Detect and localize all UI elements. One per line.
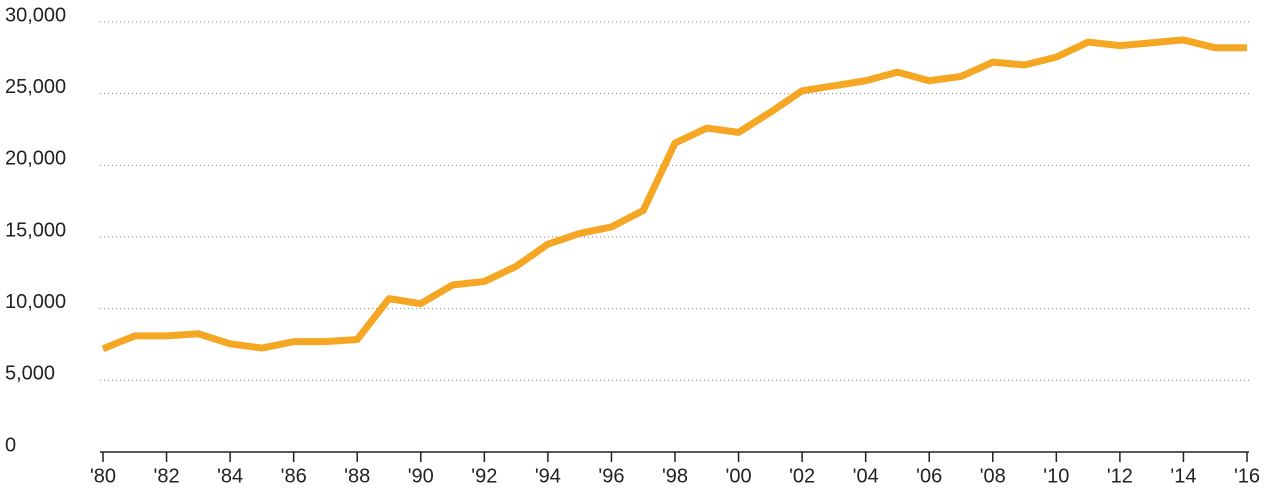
x-tick-label: '90 [408, 465, 434, 487]
y-tick-label: 10,000 [5, 291, 66, 313]
x-tick-label: '98 [662, 465, 688, 487]
y-tick-label: 30,000 [5, 4, 66, 26]
x-tick-label: '00 [726, 465, 752, 487]
y-tick-label: 20,000 [5, 148, 66, 170]
x-tick-label: '12 [1107, 465, 1133, 487]
x-tick-label: '88 [344, 465, 370, 487]
x-tick-label: '80 [90, 465, 116, 487]
x-tick-label: '14 [1170, 465, 1196, 487]
x-tick-label: '16 [1234, 465, 1260, 487]
x-tick-label: '82 [154, 465, 180, 487]
x-tick-label: '06 [916, 465, 942, 487]
y-tick-label: 5,000 [5, 363, 55, 385]
x-tick-label: '94 [535, 465, 561, 487]
y-tick-label: 0 [5, 434, 16, 456]
y-tick-label: 25,000 [5, 76, 66, 98]
x-tick-label: '96 [598, 465, 624, 487]
y-tick-label: 15,000 [5, 219, 66, 241]
x-tick-label: '86 [281, 465, 307, 487]
x-tick-label: '92 [471, 465, 497, 487]
x-tick-label: '04 [853, 465, 879, 487]
x-tick-label: '84 [217, 465, 243, 487]
x-tick-label: '02 [789, 465, 815, 487]
x-tick-label: '08 [980, 465, 1006, 487]
data-line [101, 36, 1247, 353]
x-tick-label: '10 [1043, 465, 1069, 487]
